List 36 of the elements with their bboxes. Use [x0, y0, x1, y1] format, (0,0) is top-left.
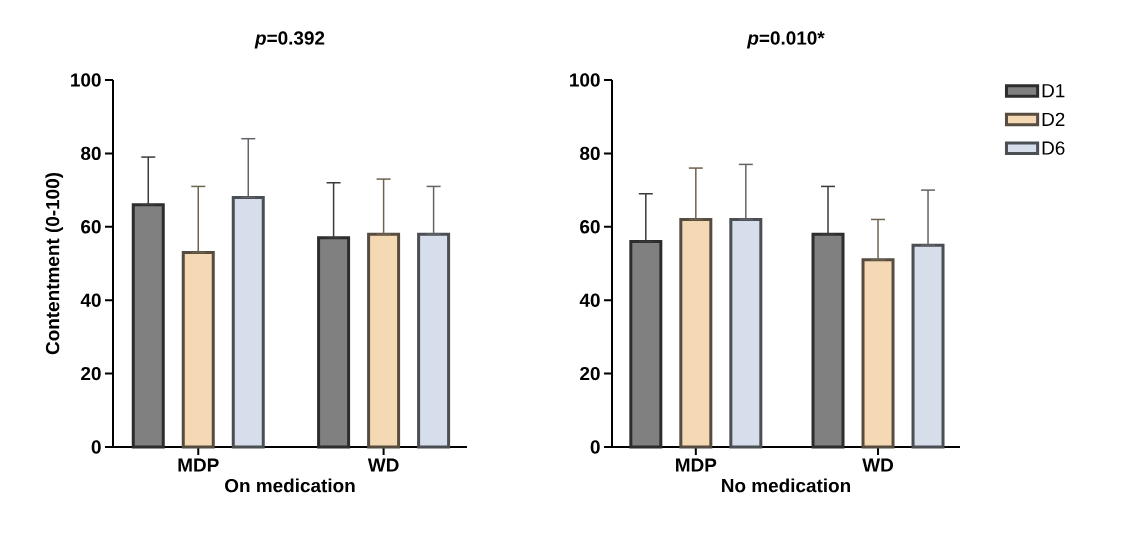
bar: [911, 243, 945, 449]
y-tick-label: 100: [71, 73, 101, 87]
y-tick-label: 20: [81, 366, 101, 381]
x-tick-label: WD: [367, 458, 399, 472]
x-tick-label: WD: [862, 458, 893, 472]
x-tick-label: MDP: [178, 458, 219, 472]
y-axis-title: Contentment (0-100): [45, 172, 64, 355]
chart-title: p=0.010*: [746, 31, 825, 49]
y-tick-label: 80: [580, 146, 600, 161]
chart-title: p=0.392: [254, 31, 325, 49]
x-axis-title: No medication: [722, 478, 851, 493]
y-tick-label: 20: [580, 366, 600, 381]
bar: [629, 239, 663, 449]
bar: [231, 195, 265, 449]
bar: [679, 217, 713, 449]
bar: [861, 258, 895, 449]
y-tick-label: 0: [91, 440, 101, 454]
y-tick-label: 60: [580, 220, 600, 234]
bar: [181, 250, 215, 449]
x-axis-title: On medication: [225, 478, 355, 493]
y-tick-label: 60: [81, 220, 101, 234]
y-tick-label: 80: [81, 146, 101, 161]
bar: [317, 236, 351, 449]
legend-label: D1: [1042, 84, 1065, 98]
bar: [367, 232, 401, 449]
legend-label: D2: [1042, 112, 1065, 126]
x-tick-label: MDP: [676, 458, 717, 472]
legend-label: D6: [1042, 141, 1065, 155]
y-tick-label: 40: [80, 293, 101, 307]
y-tick-label: 100: [570, 73, 600, 87]
y-tick-label: 0: [590, 440, 600, 454]
bar: [131, 203, 165, 449]
bar: [417, 232, 451, 449]
bar: [729, 217, 763, 449]
bar: [811, 232, 845, 449]
y-tick-label: 40: [579, 293, 600, 307]
